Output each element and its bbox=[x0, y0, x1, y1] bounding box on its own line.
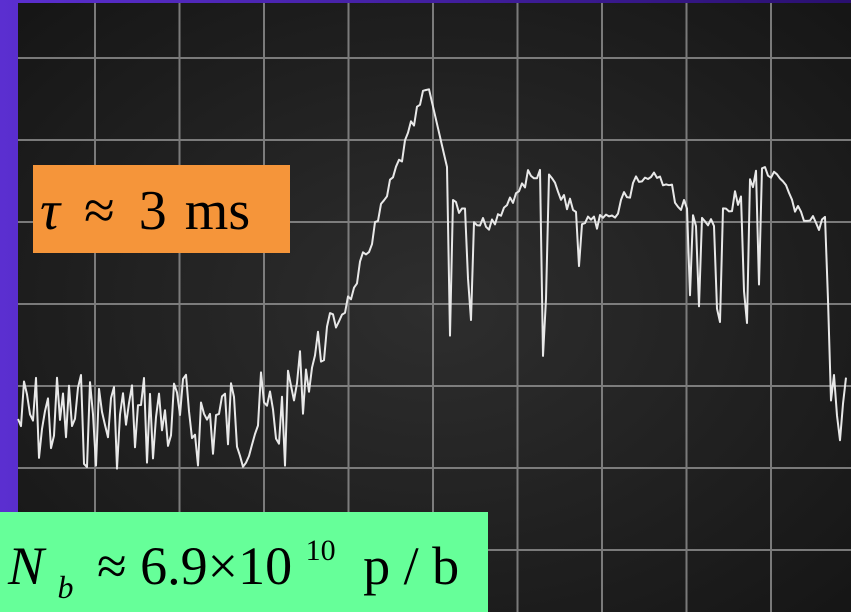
relation: ≈ bbox=[84, 180, 115, 242]
value: 3 bbox=[139, 180, 167, 242]
decay-time-label: τ ≈ 3 ms bbox=[33, 165, 290, 253]
bunch-intensity-label: N b ≈ 6.9×10 10 p / b bbox=[0, 512, 488, 612]
mantissa: 6.9×10 bbox=[140, 536, 292, 596]
slide: τ ≈ 3 ms N b ≈ 6.9×10 10 p / b bbox=[0, 0, 851, 612]
exponent: 10 bbox=[306, 534, 336, 567]
unit: p / b bbox=[363, 536, 459, 596]
relation: ≈ bbox=[97, 536, 127, 596]
symbol: τ bbox=[40, 180, 62, 242]
page: {"labels": { "decay_time": {"symbol": "τ… bbox=[0, 0, 851, 612]
symbol: N bbox=[7, 536, 47, 596]
unit: ms bbox=[185, 180, 250, 242]
subscript: b bbox=[58, 569, 74, 605]
label-text: τ ≈ 3 ms bbox=[40, 180, 250, 242]
